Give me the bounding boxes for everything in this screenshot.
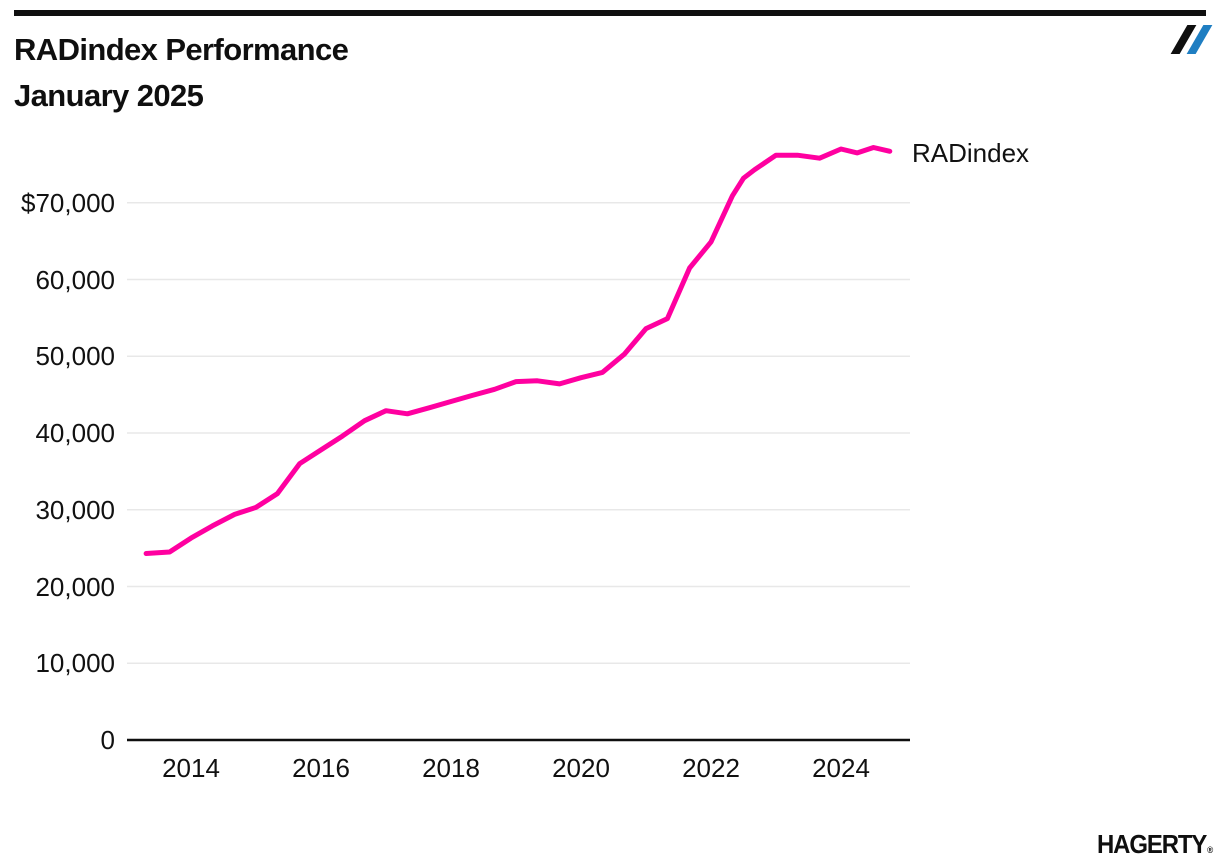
series-label-radindex: RADindex	[912, 138, 1030, 168]
x-axis-tick-label: 2016	[292, 753, 350, 783]
y-axis-tick-label: 40,000	[35, 418, 115, 448]
x-axis-tick-label: 2018	[422, 753, 480, 783]
y-axis-tick-label: 50,000	[35, 341, 115, 372]
hagerty-wordmark: HAGERTY®	[1096, 829, 1213, 860]
y-axis-tick-label: 60,000	[35, 264, 115, 295]
y-axis-tick-label: 30,000	[35, 494, 115, 525]
page-title: RADindex Performance January 2025	[14, 27, 349, 119]
page-title-line1: RADindex Performance	[14, 32, 349, 67]
y-axis-tick-label: 20,000	[35, 571, 115, 602]
x-axis-tick-label: 2024	[812, 753, 870, 783]
registered-trademark-icon: ®	[1206, 845, 1213, 855]
x-axis-tick-label: 2014	[162, 753, 220, 783]
x-axis-tick-label: 2020	[552, 753, 610, 783]
y-axis-tick-label: 0	[100, 725, 115, 755]
hagerty-wordmark-text: HAGERTY	[1096, 829, 1207, 859]
page-title-line2: January 2025	[14, 78, 204, 113]
top-divider-rule	[14, 10, 1206, 16]
radindex-series-line	[143, 145, 893, 556]
x-axis-tick-label: 2022	[682, 753, 740, 783]
y-axis-tick-label: $70,000	[21, 187, 115, 218]
y-axis-tick-label: 10,000	[35, 648, 115, 679]
